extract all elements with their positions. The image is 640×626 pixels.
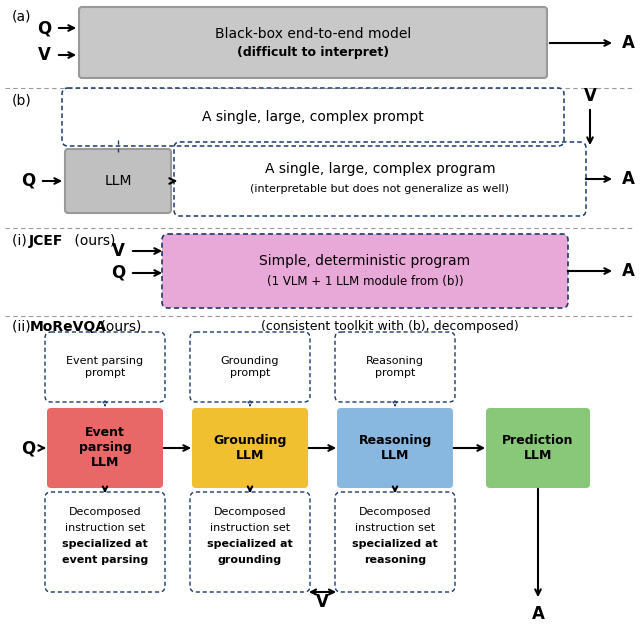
Text: (interpretable but does not generalize as well): (interpretable but does not generalize a… xyxy=(250,184,509,194)
FancyBboxPatch shape xyxy=(486,408,590,488)
FancyBboxPatch shape xyxy=(192,408,308,488)
FancyBboxPatch shape xyxy=(47,408,163,488)
Text: (i): (i) xyxy=(12,234,31,248)
Text: LLM: LLM xyxy=(104,174,132,188)
Text: Decomposed: Decomposed xyxy=(214,507,286,517)
Text: Decomposed: Decomposed xyxy=(358,507,431,517)
Text: Event parsing
prompt: Event parsing prompt xyxy=(67,356,143,378)
Text: specialized at: specialized at xyxy=(352,539,438,549)
Text: (1 VLM + 1 LLM module from (b)): (1 VLM + 1 LLM module from (b)) xyxy=(267,274,463,287)
Text: Grounding
LLM: Grounding LLM xyxy=(213,434,287,462)
Text: (consistent toolkit with (b), decomposed): (consistent toolkit with (b), decomposed… xyxy=(261,320,519,333)
Text: Grounding
prompt: Grounding prompt xyxy=(221,356,279,378)
Text: reasoning: reasoning xyxy=(364,555,426,565)
Text: Simple, deterministic program: Simple, deterministic program xyxy=(259,254,470,268)
Text: A single, large, complex prompt: A single, large, complex prompt xyxy=(202,110,424,124)
Text: Decomposed: Decomposed xyxy=(68,507,141,517)
Text: A: A xyxy=(621,170,634,188)
Text: V: V xyxy=(584,87,596,105)
Text: Q: Q xyxy=(21,172,35,190)
Text: Q: Q xyxy=(111,264,125,282)
Text: (b): (b) xyxy=(12,94,32,108)
Text: A: A xyxy=(532,605,545,623)
Text: V: V xyxy=(111,242,124,260)
Text: V: V xyxy=(316,593,329,611)
Text: Reasoning
prompt: Reasoning prompt xyxy=(366,356,424,378)
Text: Reasoning
LLM: Reasoning LLM xyxy=(358,434,431,462)
Text: A: A xyxy=(621,34,634,52)
Text: (difficult to interpret): (difficult to interpret) xyxy=(237,46,389,59)
Text: (a): (a) xyxy=(12,10,31,24)
Text: Event
parsing
LLM: Event parsing LLM xyxy=(79,426,131,470)
FancyBboxPatch shape xyxy=(337,408,453,488)
Text: V: V xyxy=(38,46,51,64)
Text: instruction set: instruction set xyxy=(65,523,145,533)
Text: (ours): (ours) xyxy=(96,320,141,334)
Text: specialized at: specialized at xyxy=(207,539,293,549)
FancyBboxPatch shape xyxy=(162,234,568,308)
Text: specialized at: specialized at xyxy=(62,539,148,549)
Text: Prediction
LLM: Prediction LLM xyxy=(502,434,573,462)
Text: instruction set: instruction set xyxy=(210,523,290,533)
Text: A: A xyxy=(621,262,634,280)
Text: event parsing: event parsing xyxy=(62,555,148,565)
Text: MoReVQA: MoReVQA xyxy=(30,320,107,334)
Text: grounding: grounding xyxy=(218,555,282,565)
Text: Q: Q xyxy=(37,19,51,37)
Text: A single, large, complex program: A single, large, complex program xyxy=(265,162,495,176)
Text: (ours): (ours) xyxy=(70,234,115,248)
Text: Q: Q xyxy=(21,439,35,457)
Text: instruction set: instruction set xyxy=(355,523,435,533)
Text: JCEF: JCEF xyxy=(29,234,63,248)
FancyBboxPatch shape xyxy=(79,7,547,78)
Text: Black-box end-to-end model: Black-box end-to-end model xyxy=(215,26,411,41)
Text: (ii): (ii) xyxy=(12,320,35,334)
FancyBboxPatch shape xyxy=(65,149,171,213)
